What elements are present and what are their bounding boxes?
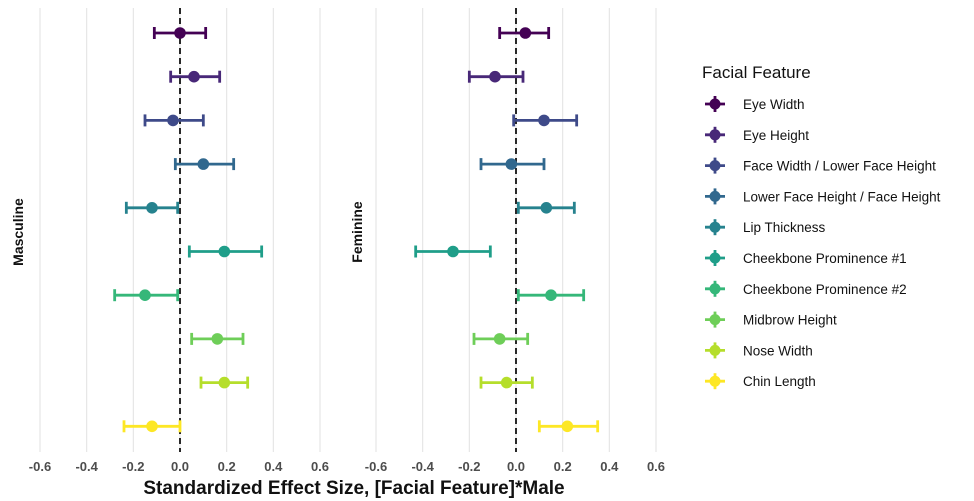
x-tick-label-masculine: 0.0 [171, 459, 189, 474]
legend-title: Facial Feature [702, 63, 811, 82]
point-estimate-feminine-6 [545, 289, 557, 302]
point-estimate-feminine-8 [500, 376, 513, 389]
panel-label-feminine: Feminine [349, 201, 365, 263]
point-estimate-masculine-6 [139, 289, 151, 302]
legend-label-0: Eye Width [743, 97, 805, 112]
legend-label-8: Nose Width [743, 343, 813, 358]
legend-key-point-5 [709, 252, 721, 264]
point-estimate-feminine-2 [538, 114, 550, 127]
x-tick-label-masculine: -0.4 [75, 459, 98, 474]
legend-label-4: Lip Thickness [743, 220, 826, 235]
point-estimate-masculine-0 [174, 27, 186, 39]
x-tick-label-feminine: -0.6 [365, 459, 387, 474]
panel-feminine: -0.6 -0.4 -0.2 0.0 0.2 0.4 0.6 [365, 8, 665, 474]
point-estimate-masculine-5 [218, 245, 231, 258]
legend-label-5: Cheekbone Prominence #1 [743, 251, 907, 266]
point-estimate-masculine-8 [218, 376, 231, 389]
point-estimate-feminine-1 [489, 70, 501, 83]
legend: Facial Feature Eye Width Eye Height Face W… [702, 63, 941, 390]
point-estimate-masculine-9 [146, 420, 158, 433]
x-tick-label-feminine: 0.2 [554, 459, 572, 474]
x-axis-title: Standardized Effect Size, [Facial Featur… [143, 478, 564, 499]
legend-key-point-4 [709, 221, 721, 233]
legend-key-point-3 [709, 190, 721, 202]
x-tick-label-feminine: 0.0 [507, 459, 525, 474]
x-tick-label-masculine: -0.2 [122, 459, 144, 474]
legend-label-9: Chin Length [743, 374, 816, 389]
point-estimate-feminine-5 [447, 245, 459, 258]
x-tick-label-masculine: 0.2 [218, 459, 236, 474]
legend-key-point-2 [709, 160, 721, 172]
legend-label-7: Midbrow Height [743, 313, 837, 328]
legend-key-point-7 [709, 314, 721, 326]
point-estimate-masculine-4 [146, 202, 158, 214]
legend-key-point-6 [709, 283, 721, 295]
legend-label-3: Lower Face Height / Face Height [743, 189, 941, 204]
point-estimate-masculine-7 [211, 333, 224, 345]
panel-masculine: -0.6 -0.4 -0.2 0.0 0.2 0.4 0.6 [29, 8, 329, 474]
point-estimate-masculine-1 [188, 70, 200, 83]
point-estimate-feminine-9 [561, 420, 574, 433]
legend-key-point-8 [709, 344, 721, 356]
x-tick-label-masculine: 0.4 [264, 459, 283, 474]
legend-key-point-0 [709, 98, 721, 110]
legend-key-point-1 [709, 129, 721, 141]
point-estimate-feminine-0 [519, 27, 532, 39]
point-estimate-feminine-7 [493, 333, 506, 345]
x-tick-label-feminine: 0.6 [647, 459, 665, 474]
x-tick-label-feminine: 0.4 [600, 459, 619, 474]
x-tick-label-feminine: -0.4 [411, 459, 434, 474]
point-estimate-feminine-4 [540, 202, 553, 214]
x-tick-label-feminine: -0.2 [458, 459, 480, 474]
panel-label-masculine: Masculine [10, 198, 26, 266]
legend-label-1: Eye Height [743, 128, 809, 143]
point-estimate-masculine-2 [167, 114, 179, 127]
x-tick-label-masculine: 0.6 [311, 459, 329, 474]
point-estimate-feminine-3 [505, 158, 518, 170]
point-estimate-masculine-3 [197, 158, 210, 170]
legend-key-point-9 [709, 375, 721, 387]
legend-label-2: Face Width / Lower Face Height [743, 159, 936, 174]
legend-label-6: Cheekbone Prominence #2 [743, 282, 907, 297]
x-tick-label-masculine: -0.6 [29, 459, 51, 474]
